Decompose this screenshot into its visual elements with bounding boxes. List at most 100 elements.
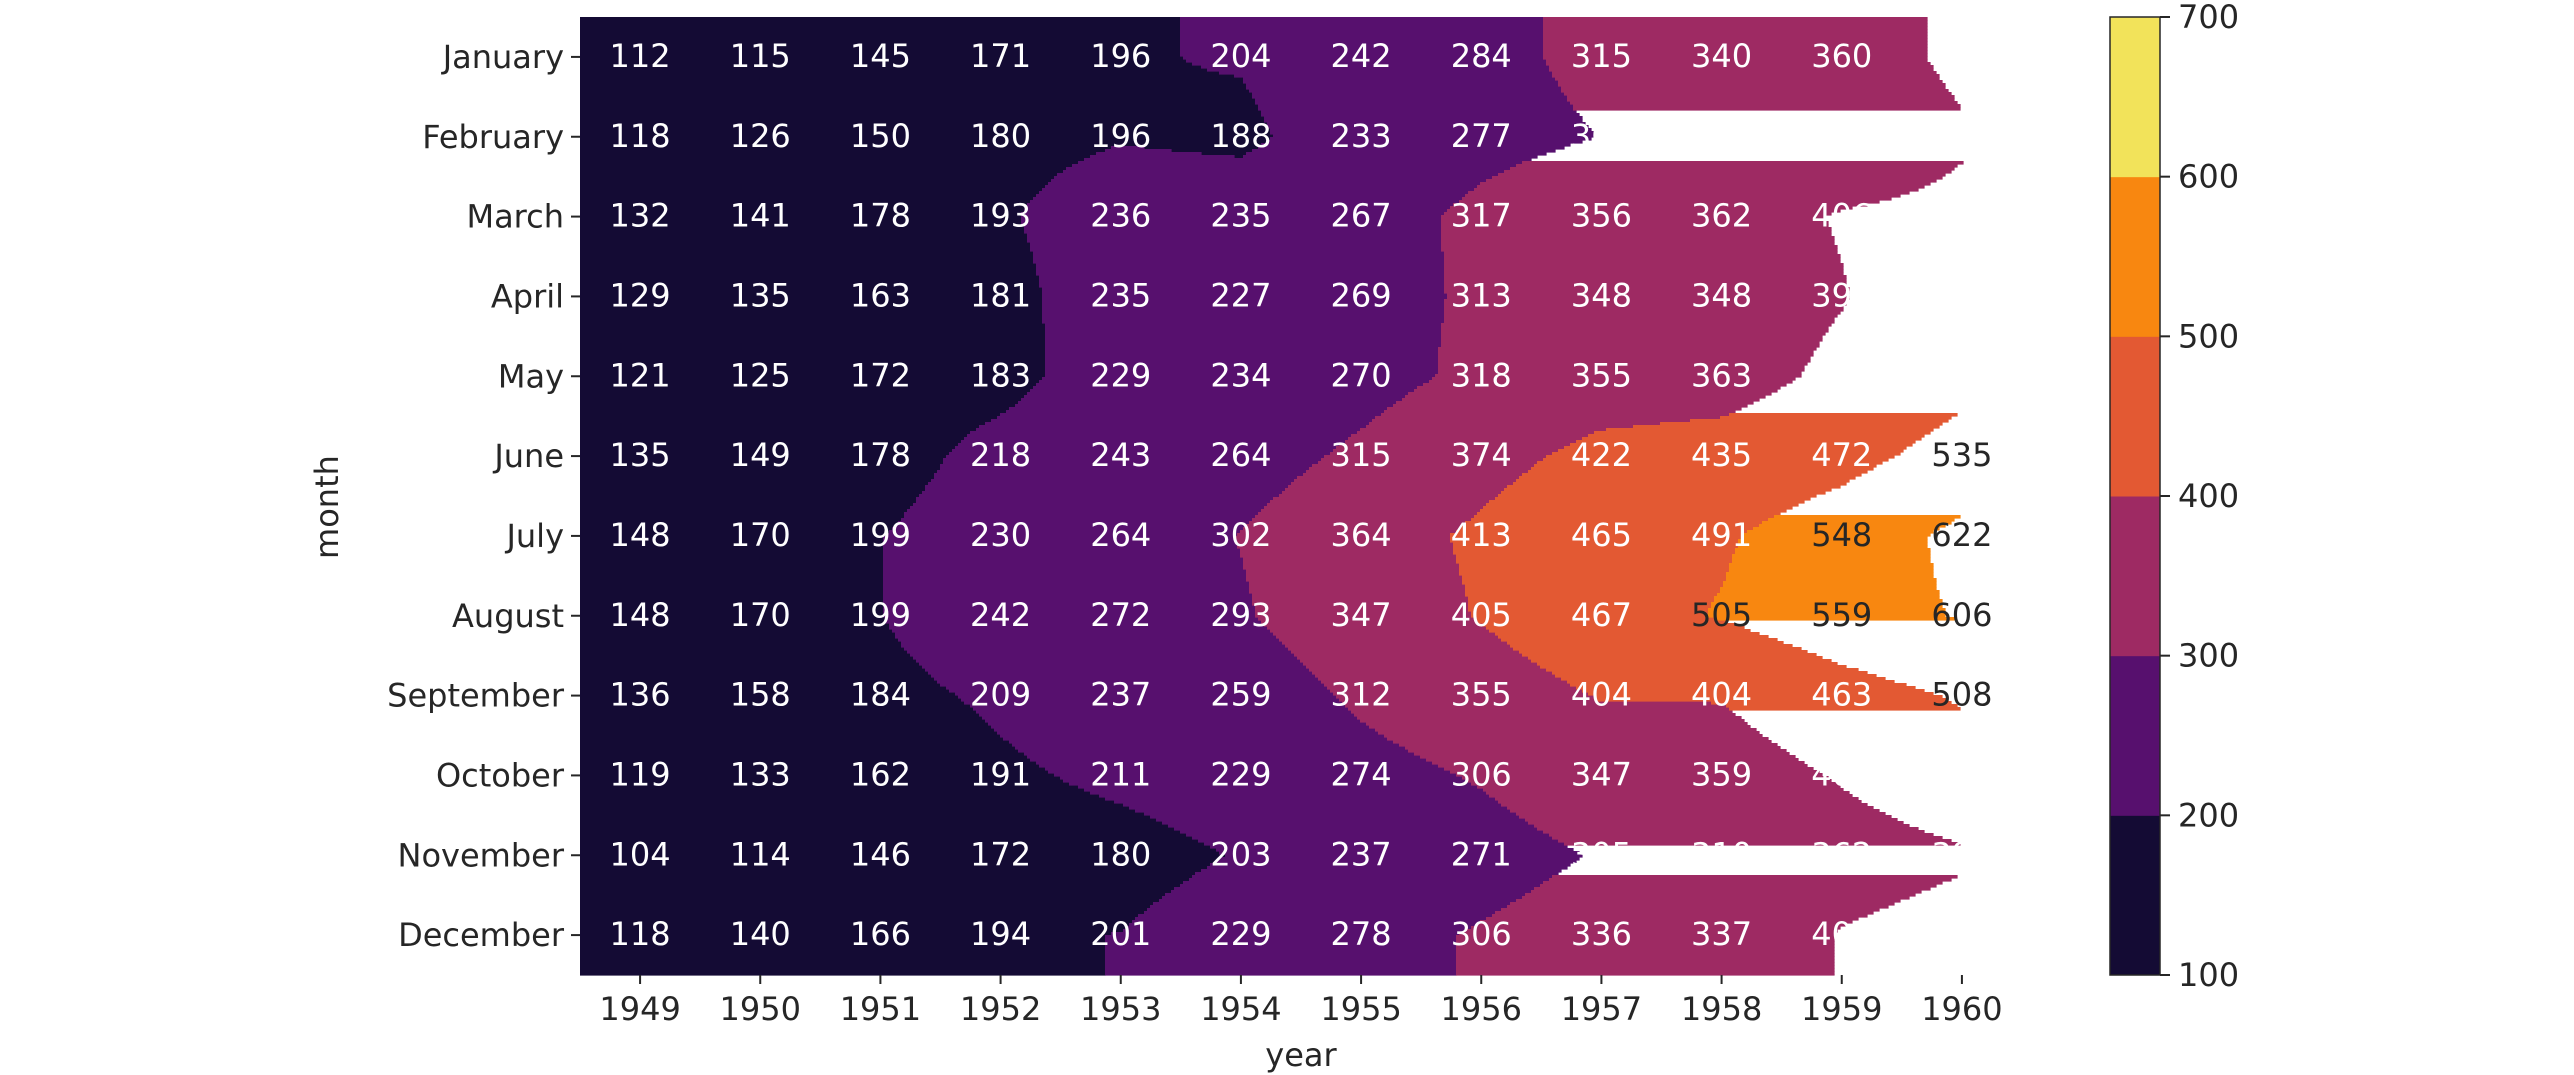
cell-value-label: 133 bbox=[730, 755, 791, 793]
cell-value-label: 118 bbox=[610, 915, 671, 953]
cell-value-label: 432 bbox=[1931, 915, 1992, 953]
y-tick-label: July bbox=[504, 517, 564, 555]
cell-value-label: 184 bbox=[850, 676, 911, 714]
cell-value-label: 132 bbox=[610, 197, 671, 235]
colorbar-tick-label: 500 bbox=[2178, 317, 2239, 355]
cell-value-label: 115 bbox=[730, 37, 791, 75]
cell-value-label: 359 bbox=[1691, 755, 1752, 793]
colorbar-tick-label: 700 bbox=[2178, 0, 2239, 36]
colorbar-segment bbox=[2110, 496, 2160, 657]
cell-value-label: 135 bbox=[730, 276, 791, 314]
cell-value-label: 196 bbox=[1090, 37, 1151, 75]
cell-value-label: 305 bbox=[1571, 835, 1632, 873]
cell-value-label: 467 bbox=[1571, 596, 1632, 634]
x-tick-label: 1957 bbox=[1561, 990, 1642, 1028]
cell-value-label: 559 bbox=[1811, 596, 1872, 634]
colorbar-tick-label: 300 bbox=[2178, 637, 2239, 675]
cell-value-label: 145 bbox=[850, 37, 911, 75]
y-tick-label: December bbox=[398, 916, 565, 954]
x-tick-label: 1954 bbox=[1200, 990, 1281, 1028]
cell-value-label: 193 bbox=[970, 197, 1031, 235]
cell-value-label: 274 bbox=[1331, 755, 1392, 793]
cell-value-label: 419 bbox=[1931, 197, 1992, 235]
colorbar-tick-label: 100 bbox=[2178, 956, 2239, 994]
colorbar-segment bbox=[2110, 815, 2160, 976]
y-tick-label: January bbox=[441, 38, 564, 76]
cell-value-label: 181 bbox=[970, 276, 1031, 314]
contour-band-200-300 bbox=[883, 17, 1595, 976]
cell-value-label: 302 bbox=[1210, 516, 1271, 554]
cell-value-label: 170 bbox=[730, 596, 791, 634]
cell-value-label: 417 bbox=[1931, 37, 1992, 75]
cell-value-label: 135 bbox=[610, 436, 671, 474]
cell-value-label: 196 bbox=[1090, 117, 1151, 155]
cell-value-label: 269 bbox=[1331, 276, 1392, 314]
cell-value-label: 199 bbox=[850, 596, 911, 634]
y-tick-label: April bbox=[491, 277, 564, 315]
cell-value-label: 201 bbox=[1090, 915, 1151, 953]
x-tick-label: 1956 bbox=[1441, 990, 1522, 1028]
cell-value-label: 264 bbox=[1090, 516, 1151, 554]
cell-value-label: 264 bbox=[1210, 436, 1271, 474]
cell-value-label: 166 bbox=[850, 915, 911, 953]
cell-value-label: 461 bbox=[1931, 276, 1992, 314]
cell-value-label: 508 bbox=[1931, 676, 1992, 714]
cell-value-label: 463 bbox=[1811, 676, 1872, 714]
cell-value-label: 315 bbox=[1331, 436, 1392, 474]
cell-labels: 112 115 145 171 196 204 242 284 315 340 360 417 118 1… bbox=[610, 37, 1993, 953]
plot-area bbox=[580, 17, 1964, 976]
cell-value-label: 317 bbox=[1451, 197, 1512, 235]
cell-value-label: 374 bbox=[1451, 436, 1512, 474]
cell-value-label: 422 bbox=[1571, 436, 1632, 474]
cell-value-label: 129 bbox=[610, 276, 671, 314]
cell-value-label: 118 bbox=[610, 117, 671, 155]
cell-value-label: 340 bbox=[1691, 37, 1752, 75]
cell-value-label: 548 bbox=[1811, 516, 1872, 554]
cell-value-label: 229 bbox=[1210, 915, 1271, 953]
cell-value-label: 347 bbox=[1331, 596, 1392, 634]
cell-value-label: 406 bbox=[1811, 197, 1872, 235]
cell-value-label: 606 bbox=[1931, 596, 1992, 634]
cell-value-label: 336 bbox=[1571, 915, 1632, 953]
cell-value-label: 114 bbox=[730, 835, 791, 873]
cell-value-label: 218 bbox=[970, 436, 1031, 474]
cell-value-label: 178 bbox=[850, 436, 911, 474]
y-tick-label: March bbox=[466, 198, 564, 236]
contour-band-100-200 bbox=[580, 17, 1274, 976]
cell-value-label: 235 bbox=[1090, 276, 1151, 314]
cell-value-label: 355 bbox=[1451, 676, 1512, 714]
cell-value-label: 306 bbox=[1451, 915, 1512, 953]
colorbar-tick-label: 600 bbox=[2178, 158, 2239, 196]
x-axis: 1949 1950 1951 1952 1953 1954 1955 1956 1957 1958… bbox=[599, 975, 2003, 1028]
cell-value-label: 342 bbox=[1811, 117, 1872, 155]
cell-value-label: 364 bbox=[1331, 516, 1392, 554]
cell-value-label: 315 bbox=[1571, 37, 1632, 75]
cell-value-label: 229 bbox=[1210, 755, 1271, 793]
cell-value-label: 178 bbox=[850, 197, 911, 235]
cell-value-label: 461 bbox=[1931, 755, 1992, 793]
cell-value-label: 237 bbox=[1090, 676, 1151, 714]
cell-value-label: 141 bbox=[730, 197, 791, 235]
cell-value-label: 505 bbox=[1691, 596, 1752, 634]
cell-value-label: 396 bbox=[1811, 276, 1872, 314]
cell-value-label: 243 bbox=[1090, 436, 1151, 474]
cell-value-label: 407 bbox=[1811, 755, 1872, 793]
cell-value-label: 278 bbox=[1331, 915, 1392, 953]
y-tick-label: November bbox=[398, 836, 565, 874]
cell-value-label: 233 bbox=[1331, 117, 1392, 155]
y-tick-label: October bbox=[436, 756, 565, 794]
y-axis: January February March April May June July Augu… bbox=[387, 38, 580, 954]
cell-value-label: 125 bbox=[730, 356, 791, 394]
cell-value-label: 148 bbox=[610, 596, 671, 634]
cell-value-label: 171 bbox=[970, 37, 1031, 75]
cell-value-label: 404 bbox=[1571, 676, 1632, 714]
cell-value-label: 435 bbox=[1691, 436, 1752, 474]
cell-value-label: 235 bbox=[1210, 197, 1271, 235]
cell-value-label: 194 bbox=[970, 915, 1031, 953]
colorbar-segment bbox=[2110, 17, 2160, 178]
contour-band-500-600 bbox=[1705, 515, 1961, 621]
colorbar-tick-label: 400 bbox=[2178, 477, 2239, 515]
cell-value-label: 363 bbox=[1691, 356, 1752, 394]
cell-value-label: 140 bbox=[730, 915, 791, 953]
cell-value-label: 301 bbox=[1571, 117, 1632, 155]
